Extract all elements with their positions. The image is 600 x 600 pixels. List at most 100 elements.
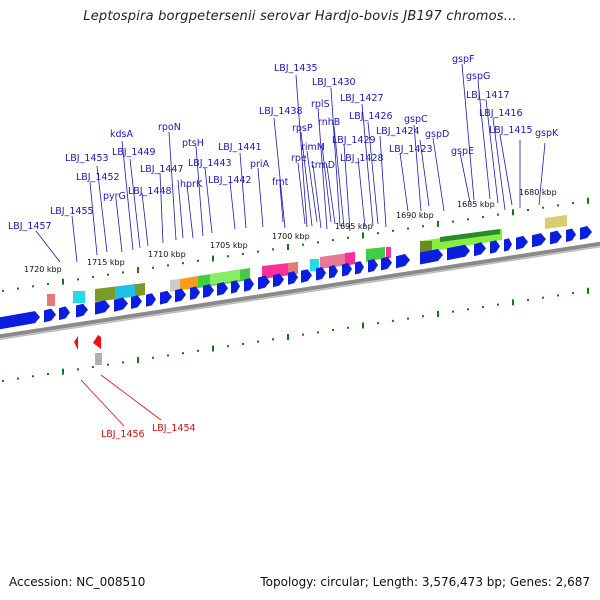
gene-label: LBJ_1448 (128, 186, 172, 197)
forward-gene (59, 306, 70, 321)
red-connectors (80, 374, 162, 427)
scale-dot (257, 340, 259, 343)
gene-label: LBJ_1430 (312, 77, 356, 88)
gene-label: rimM (301, 142, 325, 153)
gene-label: LBJ_1449 (112, 147, 156, 158)
forward-gene (355, 261, 364, 275)
scale-dot (47, 282, 49, 285)
forward-gene (114, 297, 128, 312)
scale-dot (137, 357, 139, 364)
feature-block (420, 241, 432, 253)
scale-dot (317, 331, 319, 334)
reverse-gene (74, 336, 78, 350)
scale-dot (452, 310, 454, 313)
scale-dot (257, 250, 259, 253)
gene-label: ptsH (182, 138, 204, 149)
scale-dot (497, 303, 499, 306)
gene-label: LBJ_1457 (8, 221, 52, 232)
gene-label: gspD (425, 129, 449, 140)
scale-dot (527, 299, 529, 302)
scale-dot (227, 345, 229, 348)
map-title: Leptospira borgpetersenii serovar Hardjo… (83, 9, 517, 24)
gene-label: LBJ_1427 (340, 93, 384, 104)
kbp-label: 1685 kbp (457, 200, 495, 209)
scale-dot (32, 285, 34, 288)
scale-dot (182, 352, 184, 355)
scale-dot (167, 264, 169, 267)
feature-block (115, 284, 135, 299)
scale-dot (497, 213, 499, 216)
feature-block (386, 247, 391, 258)
feature-block (288, 262, 298, 275)
scale-dot (122, 361, 124, 364)
scale-dot (152, 266, 154, 269)
gene-label: rnhB (318, 117, 340, 128)
scale-dot (587, 287, 589, 294)
forward-gene (490, 240, 500, 254)
scale-dot (32, 375, 34, 378)
scale-dot (182, 262, 184, 265)
kbp-label: 1680 kbp (519, 188, 557, 197)
feature-blocks (47, 215, 567, 306)
backbone-shadow (0, 246, 600, 340)
forward-gene (217, 282, 228, 296)
gene-label: gspG (466, 71, 490, 82)
reverse-gene-grey (95, 353, 102, 365)
forward-gene (516, 235, 528, 250)
feature-block (170, 279, 180, 292)
scale-dot (167, 354, 169, 357)
gene-label: LBJ_1417 (466, 90, 510, 101)
scale-dot (332, 329, 334, 332)
scale-dot (272, 338, 274, 341)
scale-dot (92, 366, 94, 369)
gene-label: LBJ_1442 (208, 175, 252, 186)
summary-text: Topology: circular; Length: 3,576,473 bp… (260, 575, 590, 589)
scale-dot (557, 204, 559, 207)
forward-gene (420, 249, 443, 265)
scale-dot (557, 294, 559, 297)
scale-dot (392, 319, 394, 322)
scale-dot (272, 248, 274, 251)
gene-label: LBJ_1455 (50, 206, 94, 217)
forward-gene (44, 308, 56, 323)
gene-label: rpsP (292, 123, 313, 134)
gene-label: LBJ_1416 (479, 108, 523, 119)
gene-label: LBJ_1426 (349, 111, 393, 122)
scale-dot (572, 202, 574, 205)
kbp-label: 1715 kbp (87, 258, 125, 267)
scale-dot (152, 356, 154, 359)
feature-block (545, 215, 567, 229)
feature-block (310, 259, 319, 271)
scale-dot (527, 209, 529, 212)
scale-dot (62, 368, 64, 375)
gene-label: fmt (272, 177, 289, 188)
label-connectors (35, 63, 546, 263)
scale-dot (482, 305, 484, 308)
forward-gene (203, 284, 214, 298)
scale-dot (317, 241, 319, 244)
scale-dot (362, 322, 364, 329)
forward-gene (288, 271, 298, 285)
feature-block (366, 247, 385, 262)
forward-gene (316, 267, 326, 281)
gene-label-red: LBJ_1456 (101, 429, 145, 440)
scale-dot (197, 349, 199, 352)
gene-label: LBJ_1453 (65, 153, 109, 164)
gene-labels: gspF gspG LBJ_1435 LBJ_1430 LBJ_1417 rpl… (8, 54, 559, 440)
gene-label: LBJ_1429 (332, 135, 376, 146)
feature-block (47, 294, 55, 306)
scale-dot (512, 209, 514, 216)
forward-gene (566, 228, 576, 242)
scale-dot (212, 255, 214, 262)
forward-gene (131, 295, 142, 309)
scale-dot (17, 377, 19, 380)
scale-dot (407, 317, 409, 320)
scale-dot (482, 215, 484, 218)
gene-label: gspE (451, 146, 474, 157)
scale-dot (77, 278, 79, 281)
scale-dot (242, 342, 244, 345)
scale-dot (377, 232, 379, 235)
gene-label: LBJ_1435 (274, 63, 318, 74)
scale-dot (287, 334, 289, 341)
feature-block (180, 276, 198, 290)
